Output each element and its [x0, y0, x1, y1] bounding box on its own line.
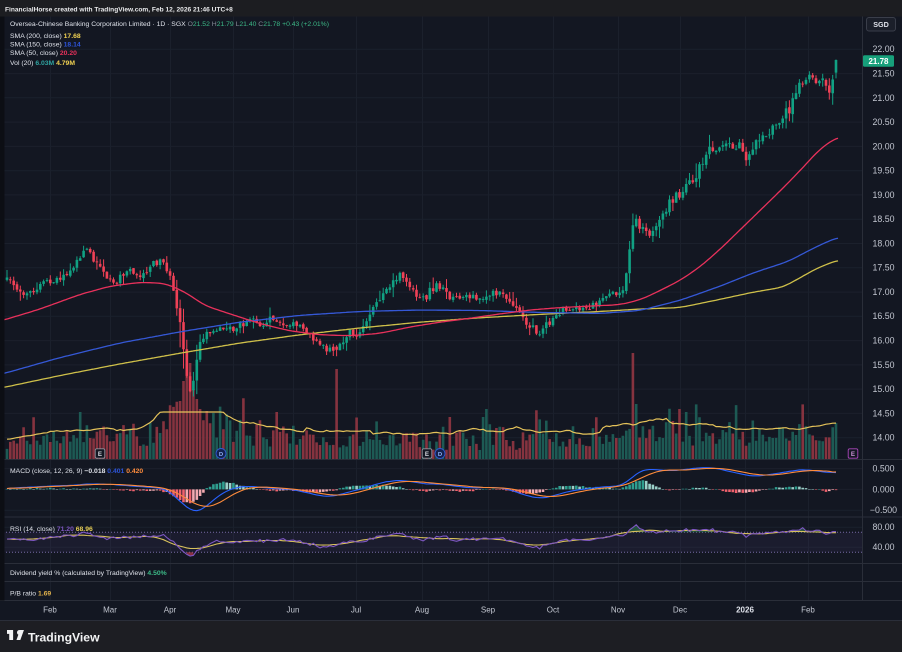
svg-text:17.00: 17.00 — [872, 287, 894, 297]
svg-text:RSI (14, close) 71.20 68.96: RSI (14, close) 71.20 68.96 — [10, 526, 93, 533]
svg-text:20.50: 20.50 — [872, 117, 894, 127]
svg-text:Nov: Nov — [611, 606, 625, 615]
svg-text:−0.500: −0.500 — [870, 505, 897, 515]
svg-text:0.000: 0.000 — [872, 484, 894, 494]
svg-text:Vol (20) 6.03M 4.79M: Vol (20) 6.03M 4.79M — [10, 60, 75, 67]
svg-text:MACD (close, 12, 26, 9) −0.018: MACD (close, 12, 26, 9) −0.018 0.401 0.4… — [10, 468, 143, 475]
svg-text:SMA (200, close) 17.68: SMA (200, close) 17.68 — [10, 33, 81, 40]
svg-text:Jun: Jun — [287, 606, 300, 615]
svg-text:D: D — [438, 452, 442, 458]
svg-text:SMA (50, close) 20.20: SMA (50, close) 20.20 — [10, 50, 77, 57]
svg-text:15.50: 15.50 — [872, 360, 894, 370]
svg-text:21.00: 21.00 — [872, 93, 894, 103]
svg-text:21.50: 21.50 — [872, 69, 894, 79]
svg-text:17.50: 17.50 — [872, 263, 894, 273]
svg-text:19.00: 19.00 — [872, 190, 894, 200]
svg-text:May: May — [225, 606, 240, 615]
svg-text:21.78: 21.78 — [868, 57, 889, 66]
svg-text:Aug: Aug — [415, 606, 429, 615]
svg-text:E: E — [851, 451, 855, 458]
svg-text:Dividend yield % (calculated b: Dividend yield % (calculated by TradingV… — [10, 570, 167, 577]
svg-text:Oversea-Chinese Banking Corpor: Oversea-Chinese Banking Corporation Limi… — [10, 21, 329, 28]
svg-text:SMA (150, close) 18.14: SMA (150, close) 18.14 — [10, 42, 81, 49]
svg-text:Sep: Sep — [481, 606, 496, 615]
svg-text:22.00: 22.00 — [872, 44, 894, 54]
svg-text:Jul: Jul — [351, 606, 361, 615]
svg-text:40.00: 40.00 — [872, 542, 894, 552]
svg-text:E: E — [98, 451, 102, 458]
svg-text:18.00: 18.00 — [872, 238, 894, 248]
svg-text:2026: 2026 — [736, 606, 754, 615]
svg-text:18.50: 18.50 — [872, 214, 894, 224]
svg-text:Feb: Feb — [801, 606, 815, 615]
svg-text:0.500: 0.500 — [872, 464, 894, 474]
svg-text:20.00: 20.00 — [872, 141, 894, 151]
svg-text:14.00: 14.00 — [872, 433, 894, 443]
svg-text:FinancialHorse created with Tr: FinancialHorse created with TradingView.… — [5, 6, 233, 13]
svg-text:P/B ratio 1.69: P/B ratio 1.69 — [10, 591, 51, 598]
svg-text:16.50: 16.50 — [872, 311, 894, 321]
svg-text:80.00: 80.00 — [872, 522, 894, 532]
svg-text:Feb: Feb — [43, 606, 57, 615]
svg-text:14.50: 14.50 — [872, 408, 894, 418]
svg-text:19.50: 19.50 — [872, 166, 894, 176]
svg-text:Mar: Mar — [103, 606, 117, 615]
svg-text:SGD: SGD — [873, 20, 889, 29]
svg-text:Apr: Apr — [164, 606, 177, 615]
svg-text:Dec: Dec — [673, 606, 687, 615]
svg-text:15.00: 15.00 — [872, 384, 894, 394]
svg-text:Oct: Oct — [547, 606, 560, 615]
svg-text:TradingView: TradingView — [28, 630, 100, 644]
svg-text:E: E — [425, 451, 429, 458]
svg-text:16.00: 16.00 — [872, 336, 894, 346]
svg-text:D: D — [219, 452, 223, 458]
